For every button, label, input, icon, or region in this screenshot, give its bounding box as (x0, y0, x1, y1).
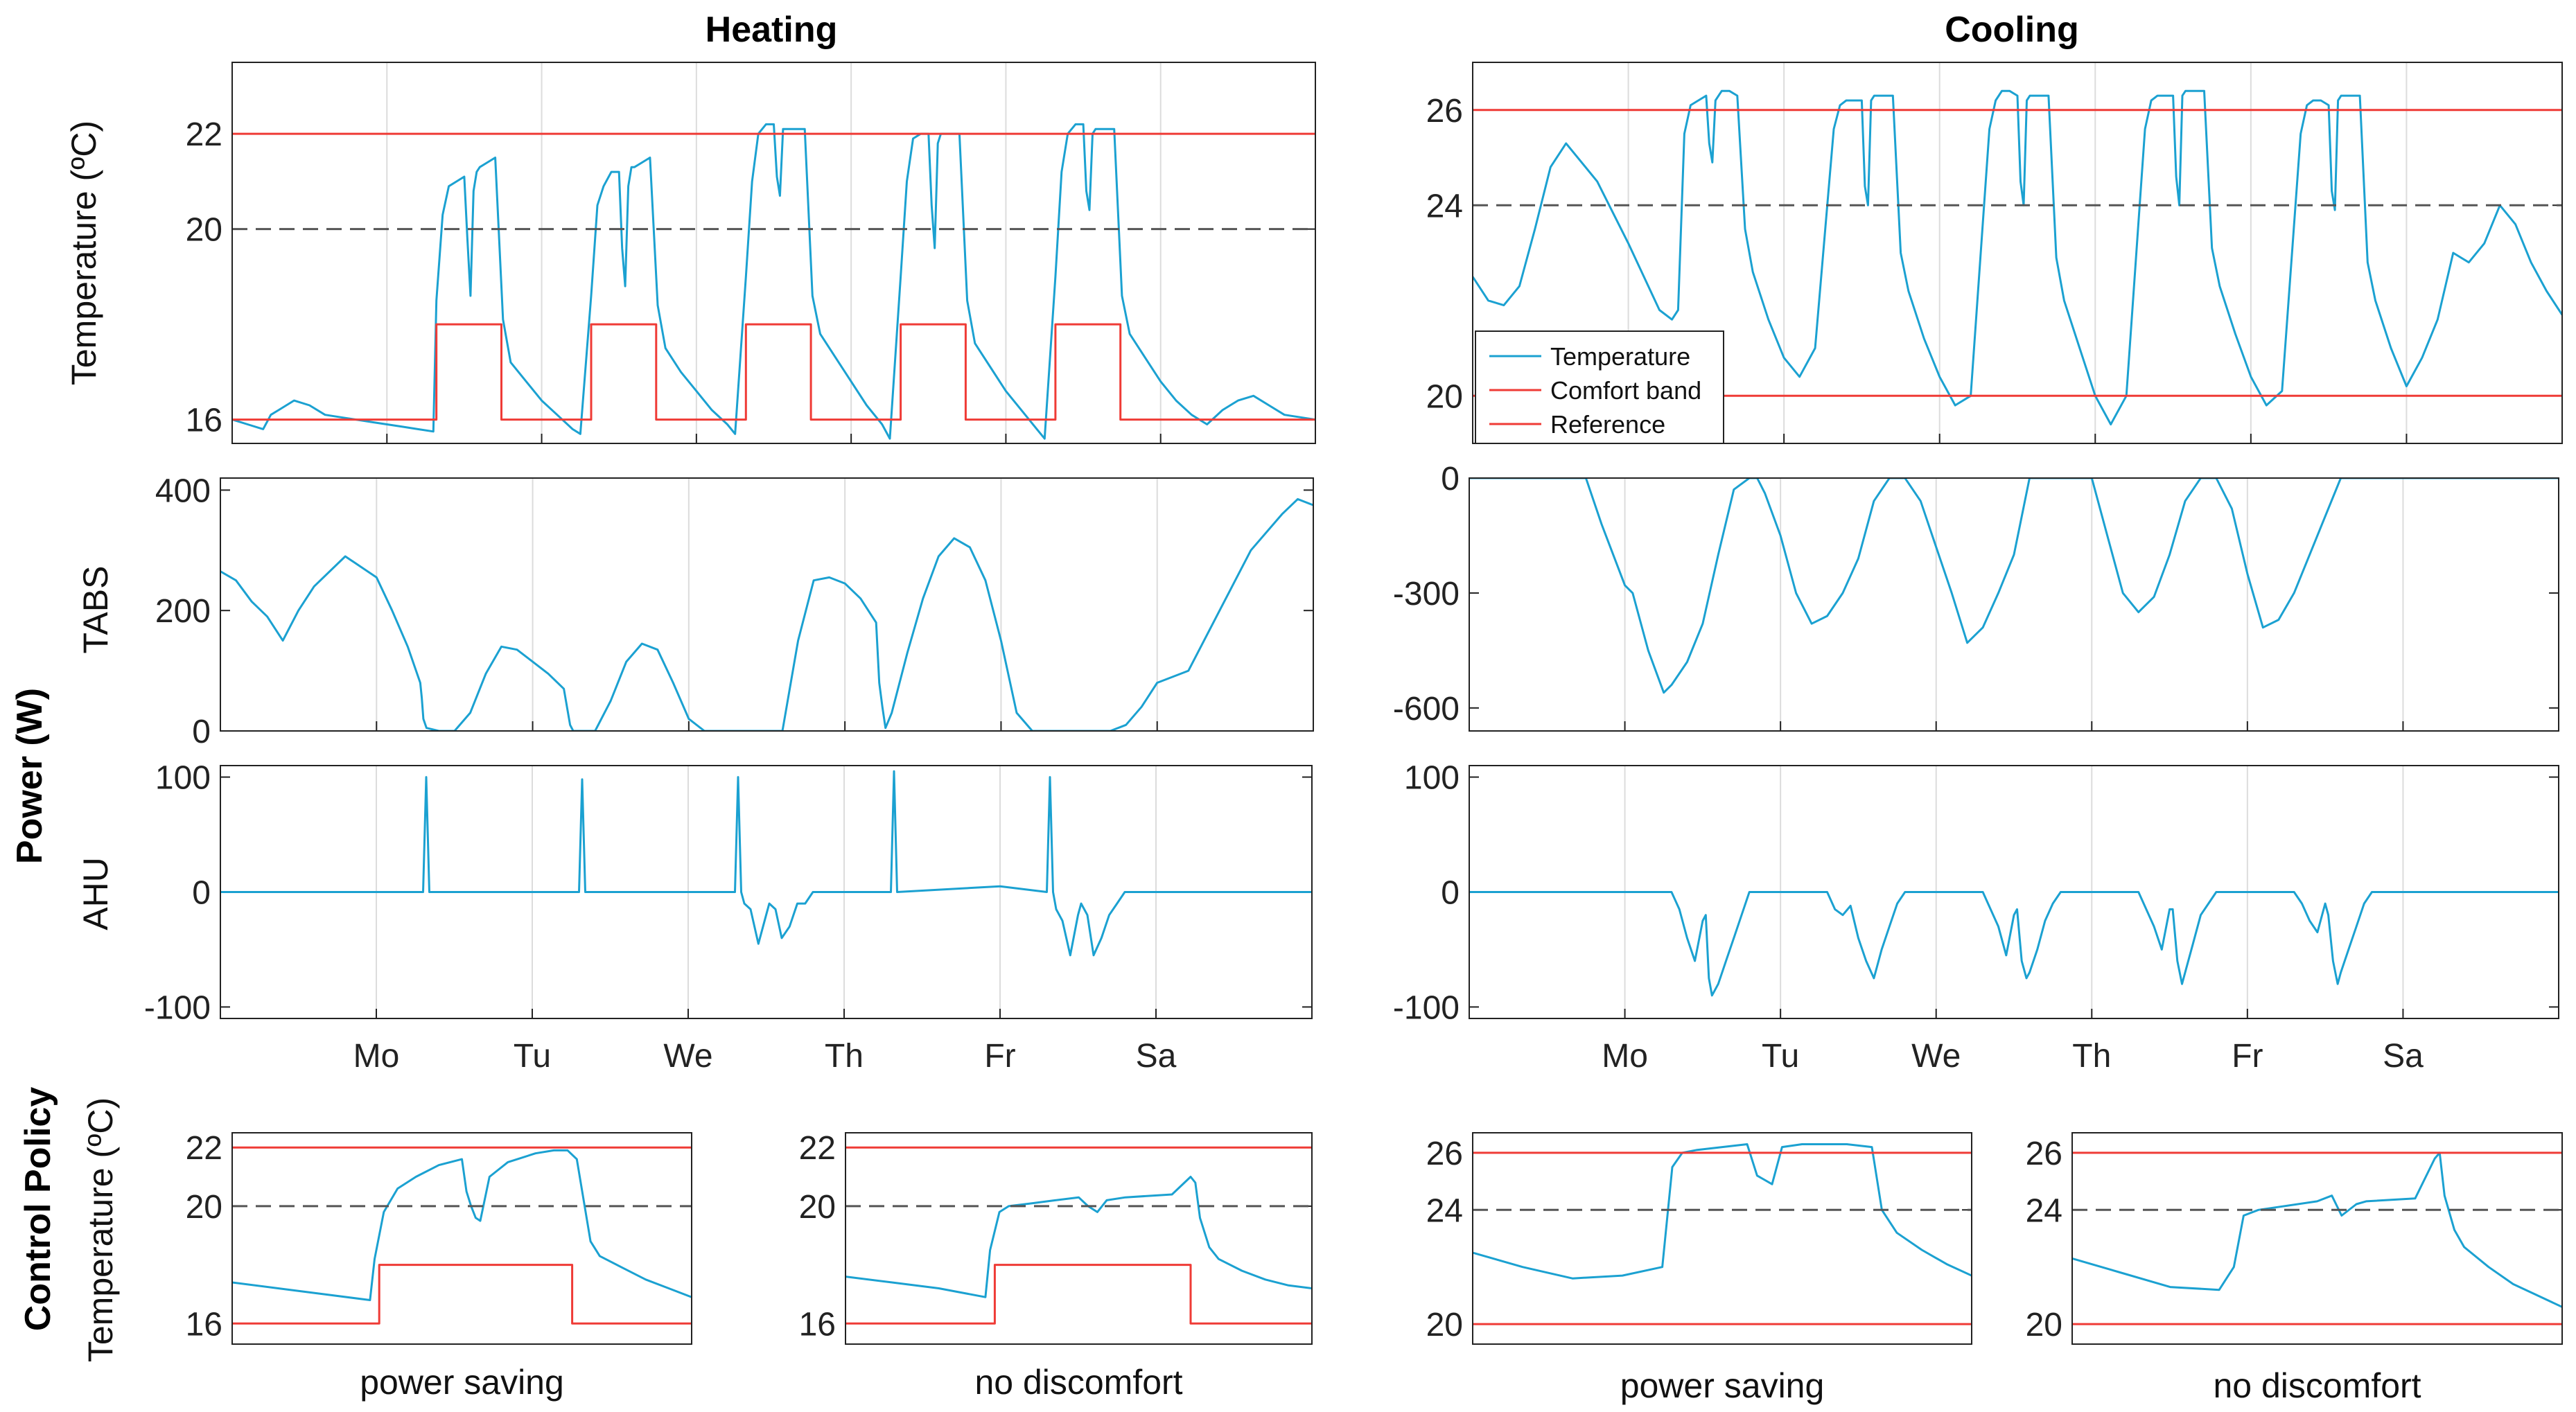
y-tick-label: -300 (1393, 576, 1460, 612)
x-axis-label: no discomfort (2213, 1366, 2421, 1405)
y-tick-label: 24 (1426, 188, 1463, 224)
series-ahu (1469, 891, 2559, 997)
x-tick-label: Th (825, 1038, 864, 1075)
legend-label: Reference (1550, 410, 1665, 439)
chart-pol_cool_saving: 20 24 26 power saving (1426, 1132, 1972, 1405)
legend-label: Temperature (1550, 342, 1690, 371)
plot-frame (220, 765, 1313, 1019)
legend-label: Comfort band (1550, 376, 1701, 405)
x-tick-label: Fr (2232, 1038, 2263, 1075)
plot-frame (2071, 1132, 2563, 1345)
x-axis-label: power saving (360, 1363, 564, 1402)
y-tick-label: 400 (155, 473, 211, 509)
series-temperature (232, 123, 1315, 440)
y-tick-label: 20 (2026, 1307, 2062, 1343)
series-tabs (220, 497, 1313, 731)
x-axis-label: power saving (1620, 1366, 1825, 1405)
chart-heat_temp: 16 20 22 (186, 62, 1316, 444)
y-tick-label: 24 (2026, 1192, 2062, 1229)
series-ahu (220, 770, 1312, 957)
y-tick-label: 100 (1404, 760, 1460, 797)
chart-cool_ahu: Mo Tu We Th Fr Sa -100 0 100 (1393, 760, 2559, 1075)
chart-heat_ahu: Mo Tu We Th Fr Sa -100 0 100 (144, 760, 1313, 1075)
ylabel-ahu: AHU (76, 857, 115, 930)
ylabel-policy-temperature: Temperature (ºC) (81, 1097, 120, 1362)
y-tick-label: -100 (144, 989, 211, 1026)
title-heating: Heating (706, 10, 838, 50)
ylabel-temperature: Temperature (ºC) (64, 121, 103, 385)
series-temperature (1473, 1143, 1972, 1280)
y-tick-label: 22 (799, 1130, 836, 1167)
series-temperature (1473, 89, 2562, 425)
chart-pol_heat_nodisc: 16 20 22 no discomfort (799, 1130, 1313, 1402)
y-tick-label: -100 (1393, 989, 1460, 1026)
y-tick-label: 22 (186, 116, 222, 153)
x-tick-label: Sa (2383, 1038, 2424, 1075)
y-tick-label: 24 (1426, 1192, 1463, 1229)
x-tick-label: We (1911, 1038, 1961, 1075)
y-tick-label: 0 (1441, 461, 1460, 497)
chart-cool_tabs: -600 -300 0 (1393, 461, 2559, 732)
plot-frame (845, 1132, 1313, 1345)
y-tick-label: 20 (1426, 378, 1463, 415)
series-comfort-band (232, 1264, 692, 1325)
y-tick-label: 0 (192, 714, 211, 750)
series-tabs (1469, 478, 2559, 694)
y-tick-label: 16 (186, 403, 222, 439)
x-tick-label: Tu (514, 1038, 551, 1075)
x-tick-label: Mo (353, 1038, 400, 1075)
plot-frame (1472, 1132, 1972, 1345)
x-tick-label: We (663, 1038, 712, 1075)
series-comfort-band (232, 323, 1315, 421)
y-tick-label: 16 (186, 1306, 222, 1343)
series-temperature (845, 1176, 1312, 1298)
y-tick-label: 200 (155, 593, 211, 630)
chart-heat_tabs: 0 200 400 (155, 473, 1314, 750)
x-tick-label: Fr (984, 1038, 1015, 1075)
chart-pol_cool_nodisc: 20 24 26 no discomfort (2026, 1132, 2563, 1405)
y-tick-label: 0 (192, 875, 211, 912)
y-tick-label: 20 (1426, 1307, 1463, 1343)
y-tick-label: 20 (799, 1189, 836, 1226)
series-comfort-band (845, 1264, 1312, 1325)
x-axis-label: no discomfort (974, 1363, 1182, 1402)
plot-frame (231, 62, 1316, 444)
plot-frame (1472, 62, 2563, 444)
x-tick-label: Sa (1136, 1038, 1177, 1075)
chart-pol_heat_saving: 16 20 22 power saving (186, 1130, 692, 1402)
y-tick-label: 26 (1426, 93, 1463, 130)
y-tick-label: 26 (1426, 1136, 1463, 1172)
x-tick-label: Th (2072, 1038, 2111, 1075)
y-tick-label: 16 (799, 1306, 836, 1343)
plot-frame (231, 1132, 692, 1345)
legend: Temperature Comfort band Reference (1475, 330, 1724, 444)
y-tick-label: -600 (1393, 691, 1460, 727)
plot-frame (220, 477, 1314, 732)
y-tick-label: 20 (186, 212, 222, 249)
series-temperature (232, 1149, 692, 1301)
x-tick-label: Mo (1602, 1038, 1648, 1075)
ylabel-power: Power (W) (10, 688, 50, 864)
plot-frame (1469, 765, 2559, 1019)
y-tick-label: 0 (1441, 875, 1460, 912)
chart-cool_temp: 20 24 26 Temperature Comfort band Reference (1426, 62, 2563, 444)
y-tick-label: 22 (186, 1130, 222, 1167)
ylabel-control-policy: Control Policy (18, 1087, 58, 1332)
y-tick-label: 20 (186, 1189, 222, 1226)
series-temperature (2072, 1151, 2562, 1308)
title-cooling: Cooling (1945, 10, 2079, 50)
ylabel-tabs: TABS (76, 566, 115, 654)
y-tick-label: 26 (2026, 1136, 2062, 1172)
x-tick-label: Tu (1762, 1038, 1799, 1075)
plot-frame (1469, 477, 2559, 732)
y-tick-label: 100 (155, 760, 211, 797)
